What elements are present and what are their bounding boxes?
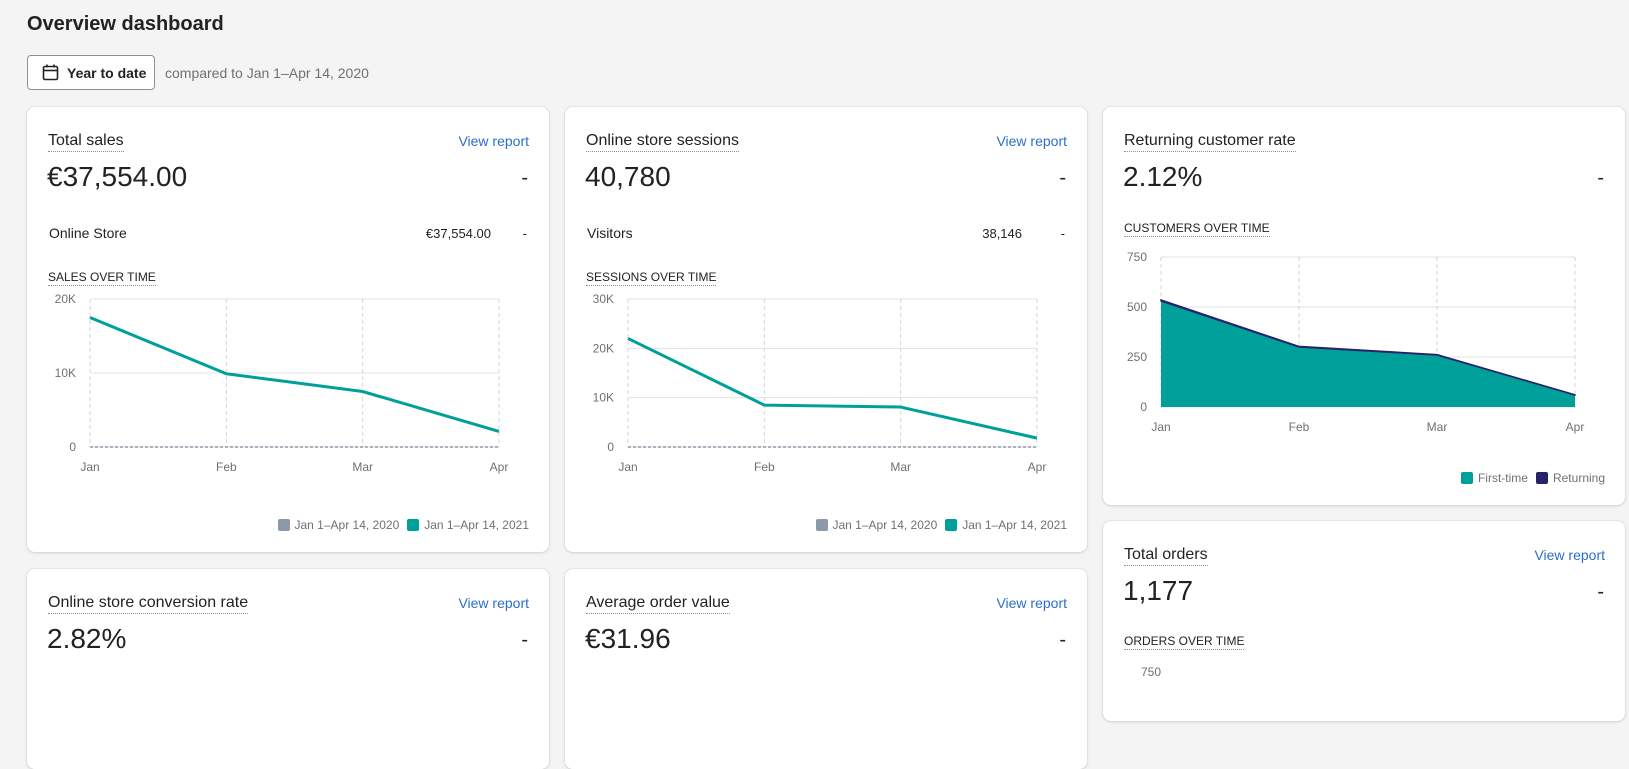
line-series-1 — [627, 337, 1038, 440]
total-orders-value: 1,177 — [1123, 575, 1194, 606]
legend-label: Returning — [1552, 471, 1605, 485]
x-tick-label: Feb — [216, 460, 237, 474]
chart-legend: First-time Returning — [1453, 471, 1605, 485]
x-tick-label: Jan — [80, 460, 99, 474]
view-report-link[interactable]: View report — [996, 595, 1067, 611]
legend-item[interactable]: Returning — [1535, 471, 1605, 485]
chart-legend: Jan 1–Apr 14, 2020 Jan 1–Apr 14, 2021 — [270, 518, 529, 532]
card-title[interactable]: Total sales — [48, 132, 124, 152]
total-orders-card: Total orders View report 1,177 - ORDERS … — [1103, 521, 1625, 721]
breakdown-label: Online Store — [49, 225, 127, 241]
x-tick-label: Apr — [1028, 460, 1047, 474]
y-tick-label: 20K — [55, 292, 76, 306]
change-indicator: - — [1059, 629, 1066, 651]
compare-text: compared to Jan 1–Apr 14, 2020 — [165, 65, 369, 81]
card-title[interactable]: Online store sessions — [586, 132, 739, 152]
legend-item[interactable]: First-time — [1460, 471, 1528, 485]
legend-swatch-gray — [277, 519, 290, 531]
date-range-button[interactable]: Year to date — [27, 55, 155, 90]
x-tick-label: Jan — [1151, 420, 1170, 434]
view-report-link[interactable]: View report — [458, 133, 529, 149]
line-series-1 — [89, 316, 500, 433]
section-title[interactable]: SESSIONS OVER TIME — [586, 270, 717, 286]
chart-legend: Jan 1–Apr 14, 2020 Jan 1–Apr 14, 2021 — [808, 518, 1067, 532]
x-tick-label: Mar — [890, 460, 911, 474]
legend-label: Jan 1–Apr 14, 2020 — [294, 518, 400, 532]
aov-value: €31.96 — [585, 623, 671, 654]
y-tick-label: 750 — [1127, 250, 1147, 264]
page-title: Overview dashboard — [27, 13, 224, 35]
calendar-icon — [42, 64, 59, 81]
change-indicator: - — [521, 629, 528, 651]
change-indicator: - — [1059, 167, 1066, 189]
x-tick-label: Mar — [352, 460, 373, 474]
breakdown-label: Visitors — [587, 225, 633, 241]
legend-label: Jan 1–Apr 14, 2021 — [962, 518, 1067, 532]
section-title[interactable]: CUSTOMERS OVER TIME — [1124, 221, 1270, 237]
y-tick-label: 500 — [1127, 300, 1147, 314]
change-indicator: - — [1597, 581, 1604, 603]
y-tick-label: 30K — [593, 292, 614, 306]
x-tick-label: Mar — [1427, 420, 1448, 434]
section-title[interactable]: ORDERS OVER TIME — [1124, 634, 1245, 650]
conversion-rate-value: 2.82% — [47, 623, 127, 654]
conversion-rate-card: Online store conversion rate View report… — [27, 569, 549, 769]
x-tick-label: Jan — [618, 460, 637, 474]
view-report-link[interactable]: View report — [1534, 547, 1605, 563]
total-sales-value: €37,554.00 — [47, 161, 188, 192]
returning-rate-value: 2.12% — [1123, 161, 1203, 192]
x-tick-label: Feb — [1289, 420, 1310, 434]
returning-customer-card: Returning customer rate 2.12% - CUSTOMER… — [1103, 107, 1625, 505]
y-tick-label: 0 — [69, 440, 76, 454]
legend-label: Jan 1–Apr 14, 2020 — [832, 518, 938, 532]
area-series-1 — [1160, 298, 1576, 396]
view-report-link[interactable]: View report — [996, 133, 1067, 149]
date-range-label: Year to date — [67, 64, 147, 81]
x-tick-label: Apr — [490, 460, 509, 474]
breakdown-value: €37,554.00 — [425, 226, 491, 241]
card-title[interactable]: Online store conversion rate — [48, 594, 249, 614]
breakdown-change: - — [522, 226, 527, 241]
legend-label: Jan 1–Apr 14, 2021 — [424, 518, 529, 532]
y-tick-label: 0 — [1140, 400, 1147, 414]
legend-swatch-navy — [1535, 472, 1548, 484]
breakdown-value: 38,146 — [982, 226, 1022, 241]
view-report-link[interactable]: View report — [458, 595, 529, 611]
legend-item[interactable]: Jan 1–Apr 14, 2020 — [815, 518, 938, 532]
customers-over-time-chart[interactable]: 0 250 500 750 Jan Feb Mar Apr — [1103, 239, 1625, 449]
legend-item[interactable]: Jan 1–Apr 14, 2021 — [407, 518, 529, 532]
change-indicator: - — [1597, 167, 1604, 189]
y-tick-label: 10K — [55, 366, 76, 380]
legend-label: First-time — [1477, 471, 1528, 485]
y-tick-label: 750 — [1141, 665, 1162, 679]
legend-swatch-teal — [1460, 472, 1473, 484]
section-title[interactable]: SALES OVER TIME — [48, 270, 156, 286]
legend-swatch-teal — [407, 519, 420, 531]
x-tick-label: Apr — [1566, 420, 1585, 434]
breakdown-change: - — [1060, 226, 1065, 241]
card-title[interactable]: Total orders — [1124, 546, 1208, 566]
legend-swatch-gray — [815, 519, 828, 531]
total-sales-card: Total sales View report €37,554.00 - Onl… — [27, 107, 549, 552]
sales-over-time-chart[interactable]: 0 10K 20K Jan Feb Mar Apr — [27, 287, 549, 487]
x-tick-label: Feb — [754, 460, 775, 474]
sessions-card: Online store sessions View report 40,780… — [565, 107, 1087, 552]
sessions-value: 40,780 — [585, 161, 671, 192]
card-title[interactable]: Returning customer rate — [1124, 132, 1296, 152]
change-indicator: - — [521, 167, 528, 189]
legend-item[interactable]: Jan 1–Apr 14, 2020 — [277, 518, 400, 532]
y-tick-label: 10K — [593, 391, 614, 405]
average-order-value-card: Average order value View report €31.96 - — [565, 569, 1087, 769]
legend-swatch-teal — [945, 519, 958, 531]
y-tick-label: 250 — [1127, 350, 1147, 364]
y-tick-label: 0 — [607, 440, 614, 454]
area-series-0 — [1161, 301, 1575, 407]
sessions-over-time-chart[interactable]: 0 10K 20K 30K Jan Feb Mar Apr — [565, 287, 1087, 487]
y-tick-label: 20K — [593, 341, 614, 355]
card-title[interactable]: Average order value — [586, 594, 730, 614]
legend-item[interactable]: Jan 1–Apr 14, 2021 — [945, 518, 1067, 532]
